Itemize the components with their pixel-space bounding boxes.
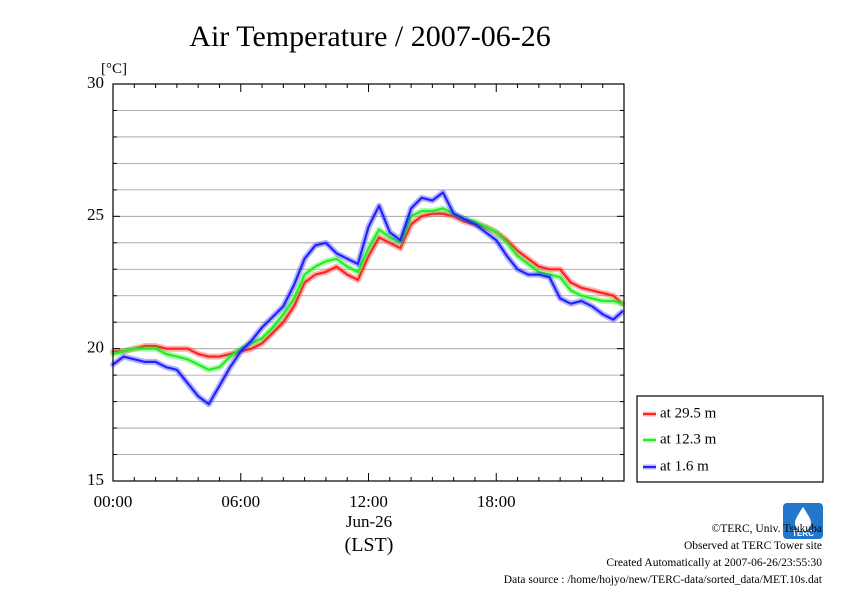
x-tick-label: 00:00 xyxy=(94,492,133,511)
series-line xyxy=(111,207,624,371)
footer: ©TERC, Univ. Tsukuba Observed at TERC To… xyxy=(504,523,823,586)
plot-frame xyxy=(112,83,625,482)
chart-title: Air Temperature / 2007-06-26 xyxy=(189,20,550,53)
x-tick-label: 12:00 xyxy=(349,492,388,511)
plot-series xyxy=(110,189,626,408)
y-axis-unit: [°C] xyxy=(101,61,127,77)
x-zone-label: (LST) xyxy=(345,534,394,556)
site-text: Observed at TERC Tower site xyxy=(684,540,822,552)
y-tick-label: 30 xyxy=(87,73,104,92)
legend-label: at 12.3 m xyxy=(660,431,717,447)
y-axis-labels: 15 20 25 30 xyxy=(87,73,104,489)
y-tick-label: 25 xyxy=(87,205,104,224)
legend: at 29.5 m at 12.3 m at 1.6 m xyxy=(636,395,824,483)
x-axis-labels: 00:00 06:00 12:00 18:00 xyxy=(94,492,516,511)
series-line xyxy=(111,191,624,406)
copyright-text: ©TERC, Univ. Tsukuba xyxy=(712,523,822,535)
created-text: Created Automatically at 2007-06-26/23:5… xyxy=(606,557,822,569)
legend-label: at 29.5 m xyxy=(660,405,717,421)
logo-text: TERC xyxy=(792,529,814,538)
legend-box xyxy=(636,395,824,483)
series-line-halo xyxy=(110,189,626,408)
terc-logo: TERC xyxy=(783,503,823,539)
water-drop-icon xyxy=(795,507,811,531)
y-tick-label: 20 xyxy=(87,338,104,357)
x-tick-label: 18:00 xyxy=(477,492,516,511)
x-date-label: Jun-26 xyxy=(346,512,392,531)
source-text: Data source : /home/hojyo/new/TERC-data/… xyxy=(504,574,823,586)
x-tick-label: 06:00 xyxy=(221,492,260,511)
grid-lines xyxy=(113,110,624,455)
series-line xyxy=(111,212,624,358)
legend-label: at 1.6 m xyxy=(660,458,709,474)
y-tick-label: 15 xyxy=(87,470,104,489)
axis-ticks xyxy=(112,83,625,482)
